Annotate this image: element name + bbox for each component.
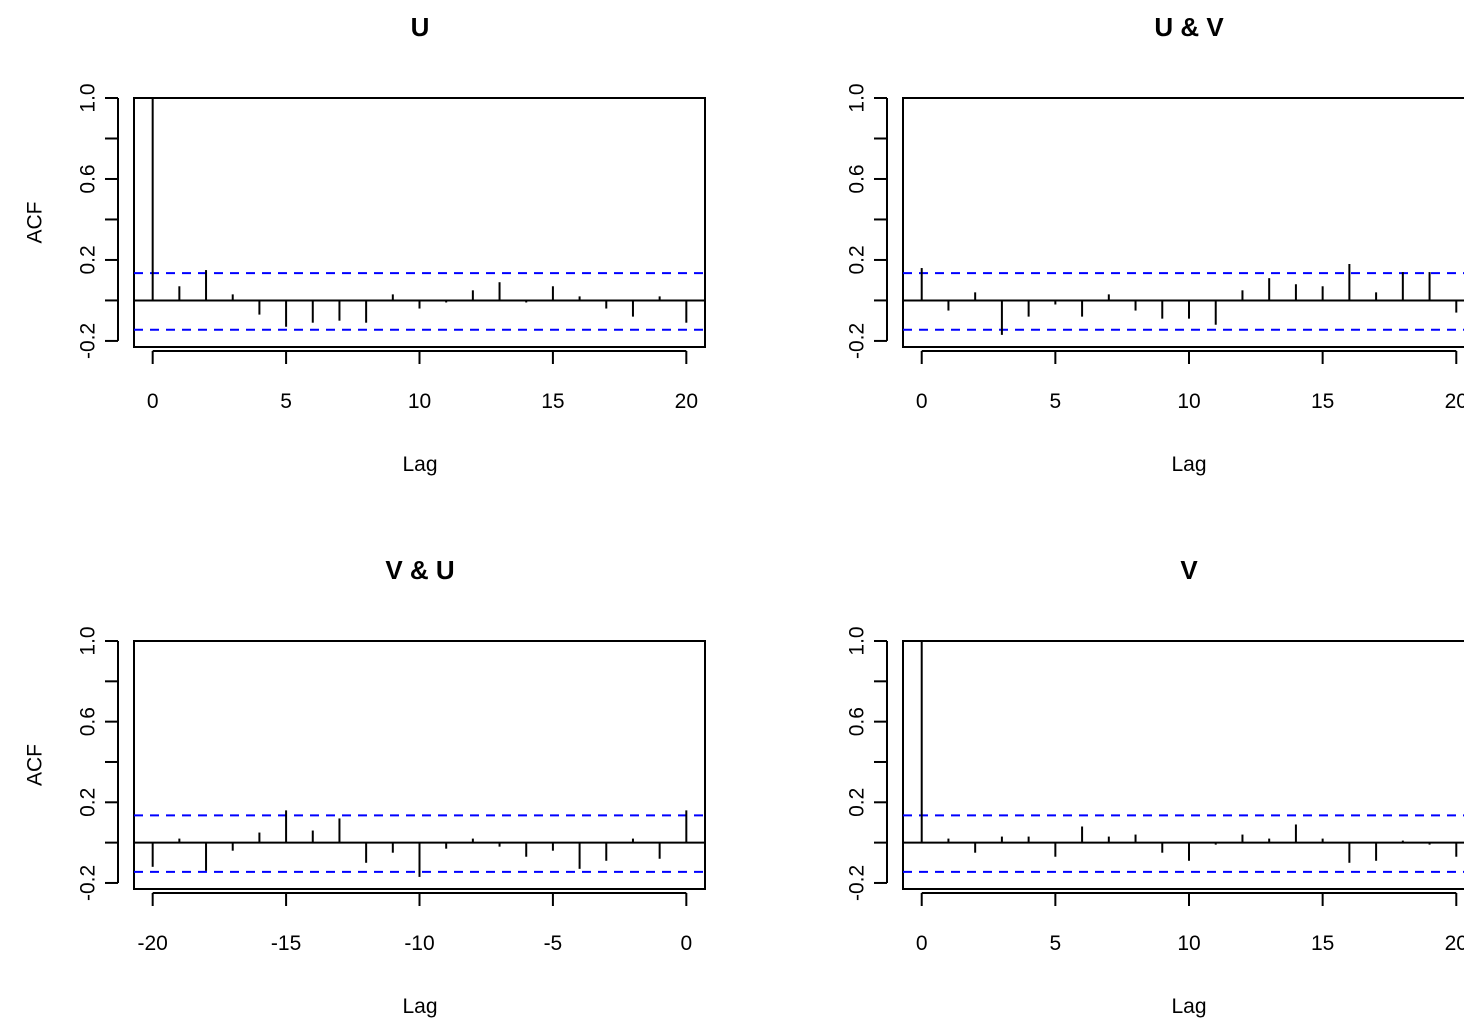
x-tick-label: 20 (675, 390, 698, 413)
acf-panel-4: V 0 5 10 15 20 -0.2 0.2 0.6 1.0 Lag (846, 555, 1464, 1018)
y-tick-label: -0.2 (77, 323, 100, 359)
y-tick-label: 1.0 (846, 83, 869, 112)
panel-title: U & V (1154, 12, 1224, 42)
x-tick-label: 5 (280, 390, 292, 413)
y-tick-label: 0.6 (846, 164, 869, 193)
y-tick-label: 0.6 (77, 707, 100, 736)
x-axis-label: Lag (1171, 995, 1206, 1018)
x-tick-label: 20 (1445, 390, 1464, 413)
plot-frame (902, 97, 1464, 348)
x-tick-label: 0 (916, 390, 928, 413)
y-tick-label: -0.2 (846, 323, 869, 359)
x-tick-label: 10 (1177, 390, 1200, 413)
x-tick-label: 0 (680, 932, 692, 955)
x-tick-label: 10 (1177, 932, 1200, 955)
panel-title: V (1180, 555, 1198, 585)
y-tick-label: 0.6 (846, 707, 869, 736)
y-tick-label: 1.0 (77, 626, 100, 655)
y-tick-label: -0.2 (77, 865, 100, 901)
x-tick-label: 0 (916, 932, 928, 955)
y-tick-label: 1.0 (77, 83, 100, 112)
y-tick-label: 0.2 (77, 788, 100, 817)
plot-frame (133, 640, 706, 890)
y-tick-label: 0.2 (77, 245, 100, 274)
x-axis-label: Lag (402, 995, 437, 1018)
x-tick-label: 15 (541, 390, 564, 413)
x-tick-label: 15 (1311, 932, 1334, 955)
x-tick-label: -15 (271, 932, 301, 955)
x-tick-label: 20 (1445, 932, 1464, 955)
x-tick-label: -10 (404, 932, 434, 955)
y-tick-label: 0.2 (846, 788, 869, 817)
y-axis-label: ACF (24, 202, 47, 244)
x-tick-label: -5 (544, 932, 563, 955)
x-axis-label: Lag (1171, 453, 1206, 476)
panel-title: V & U (385, 555, 454, 585)
x-tick-label: 15 (1311, 390, 1334, 413)
y-tick-label: -0.2 (846, 865, 869, 901)
acf-panel-3: V & U -20 -15 -10 -5 0 -0.2 0.2 0.6 1.0 Lag ACF (24, 555, 706, 1018)
x-tick-label: 10 (408, 390, 431, 413)
plot-frame (902, 640, 1464, 890)
y-tick-label: 0.6 (77, 164, 100, 193)
plot-frame (133, 97, 706, 348)
x-tick-label: -20 (137, 932, 167, 955)
acf-panel-2: U & V 0 5 10 15 20 -0.2 0.2 0.6 1.0 Lag (846, 12, 1464, 476)
acf-panel-1: U 0 5 10 15 20 -0.2 0.2 0.6 1.0 Lag ACF (24, 12, 706, 476)
x-tick-label: 5 (1050, 390, 1062, 413)
y-axis-label: ACF (24, 744, 47, 786)
y-tick-label: 1.0 (846, 626, 869, 655)
x-tick-label: 0 (147, 390, 159, 413)
panel-title: U (411, 12, 430, 42)
x-tick-label: 5 (1050, 932, 1062, 955)
y-tick-label: 0.2 (846, 245, 869, 274)
x-axis-label: Lag (402, 453, 437, 476)
